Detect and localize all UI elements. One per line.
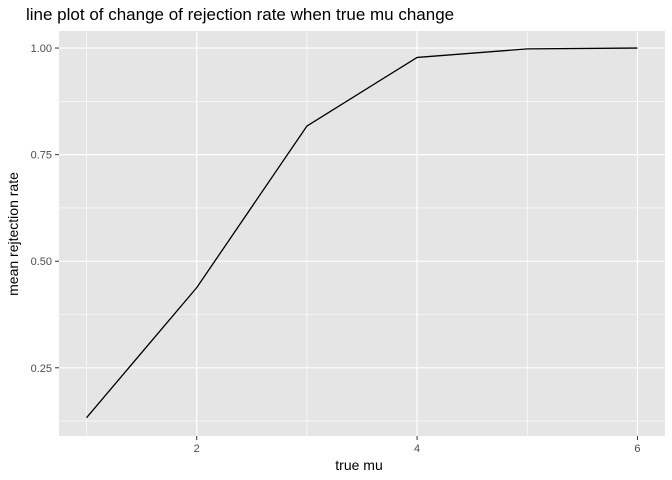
series-layer <box>86 47 638 419</box>
y-tick-label: 0.75 <box>31 150 52 162</box>
x-tick-label: 6 <box>634 443 640 455</box>
minor-gridlines <box>59 31 665 436</box>
x-tick-label: 4 <box>414 443 420 455</box>
y-axis: 0.25 0.50 0.75 1.00 <box>31 43 59 375</box>
major-gridlines <box>59 31 665 436</box>
series-line <box>86 47 638 419</box>
y-tick-label: 0.25 <box>31 363 52 375</box>
chart-title: line plot of change of rejection rate wh… <box>26 5 454 24</box>
y-tick-label: 0.50 <box>31 256 52 268</box>
x-tick-label: 2 <box>194 443 200 455</box>
x-axis: 2 4 6 <box>194 436 641 455</box>
plot-panel <box>59 31 665 436</box>
y-axis-title: mean rejtection rate <box>5 172 21 296</box>
x-axis-title: true mu <box>335 457 382 473</box>
y-tick-label: 1.00 <box>31 43 52 55</box>
